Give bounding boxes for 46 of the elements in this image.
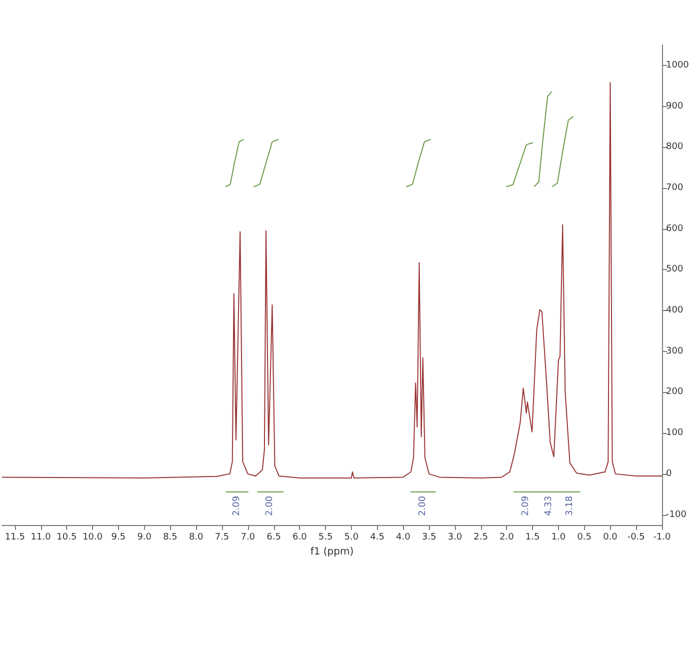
y-tick-label: 700 [666, 182, 684, 193]
annotation: 4.33 [544, 496, 554, 516]
y-tick-label: 900 [666, 101, 684, 112]
x-tick-label: 3.0 [448, 532, 462, 542]
x-tick-label: 11.5 [4, 532, 25, 542]
line-series [1, 82, 662, 479]
x-tick-label: 2.5 [474, 532, 488, 542]
x-tick-label: 8.0 [188, 532, 204, 542]
annotation: 2.00 [418, 496, 428, 516]
annotation: 2.09 [520, 496, 531, 516]
annotation: 2.00 [265, 496, 276, 516]
x-tick-label: -0.5 [627, 532, 645, 542]
x-tick-label: 8.5 [163, 532, 178, 542]
y-tick-label: 400 [666, 306, 684, 316]
y-tick-label: 0 [666, 468, 672, 479]
annotation: 2.09 [232, 496, 242, 516]
y-tick-label: 800 [666, 142, 684, 152]
x-tick-label: 10.0 [82, 532, 103, 542]
x-tick-label: 11.0 [30, 532, 52, 542]
y-tick-label: -100 [666, 510, 687, 520]
x-tick-label: -1.0 [653, 532, 672, 542]
x-tick-label: 9.5 [111, 532, 126, 542]
x-tick-label: 0.5 [577, 532, 592, 542]
annotation: 3.18 [564, 496, 575, 516]
x-tick-label: 4.0 [396, 532, 411, 542]
y-tick-label: 200 [666, 387, 684, 398]
x-tick-label: 7.0 [240, 532, 256, 542]
x-tick-label: 5.0 [344, 532, 359, 542]
y-tick-label: 100 [666, 428, 684, 438]
x-tick-label: 10.5 [56, 532, 77, 542]
x-tick-label: 6.0 [292, 532, 308, 542]
x-tick-label: 1.0 [551, 532, 566, 542]
x-tick-label: 3.5 [422, 532, 436, 542]
x-tick-label: 1.5 [525, 532, 540, 542]
y-tick-label: 1000 [666, 60, 690, 70]
y-tick-label: 600 [666, 224, 684, 234]
x-tick-label: 6.5 [266, 532, 281, 542]
x-tick-label: 5.5 [318, 532, 333, 542]
x-tick-label: 7.5 [214, 532, 230, 542]
x-axis-title: f1 (ppm) [310, 546, 354, 558]
y-tick-label: 300 [666, 346, 684, 356]
x-tick-label: 9.0 [137, 532, 152, 542]
x-tick-label: 0.0 [603, 532, 618, 542]
x-tick-label: 4.5 [370, 532, 384, 542]
x-tick-label: 2.0 [500, 532, 514, 542]
y-tick-label: 500 [666, 264, 684, 275]
